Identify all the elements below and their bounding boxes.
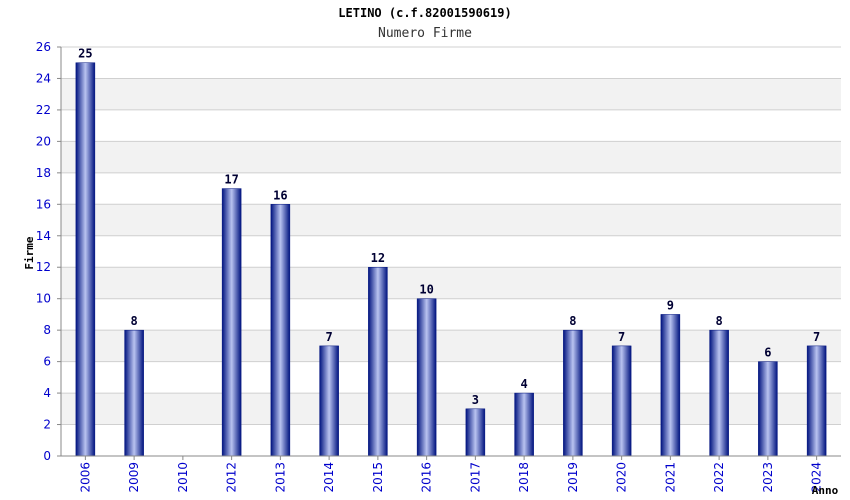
data-label: 8 — [131, 314, 138, 328]
data-label: 7 — [326, 330, 333, 344]
grid-band — [61, 141, 841, 173]
x-tick-label: 2016 — [420, 462, 434, 493]
bars — [75, 62, 827, 457]
x-tick-label: 2006 — [78, 462, 92, 493]
bar — [806, 345, 827, 457]
bar — [709, 329, 729, 457]
x-tick-label: 2009 — [127, 462, 141, 493]
data-label: 10 — [419, 283, 433, 297]
y-tick-label: 20 — [36, 134, 51, 148]
x-axis-ticks: 2006 2009 2010 2012 2013 2014 2015 2016 2017 2018… — [78, 456, 824, 493]
x-tick-label: 2017 — [468, 462, 482, 493]
y-tick-label: 22 — [36, 103, 51, 117]
data-label: 7 — [813, 330, 820, 344]
x-tick-label: 2015 — [371, 462, 385, 493]
y-tick-label: 24 — [36, 71, 51, 85]
bar — [611, 345, 632, 457]
bar — [221, 188, 242, 457]
bar — [563, 329, 583, 457]
x-tick-label: 2012 — [225, 462, 239, 493]
grid-band — [61, 267, 841, 299]
grid-band — [61, 109, 841, 142]
x-tick-label: 2023 — [761, 462, 775, 493]
grid-band — [61, 78, 841, 110]
bar — [75, 62, 96, 457]
data-label: 4 — [521, 377, 528, 391]
grid-band — [61, 47, 841, 79]
y-tick-label: 12 — [36, 260, 51, 274]
y-tick-label: 0 — [43, 449, 51, 463]
bar — [758, 361, 778, 457]
grid-bands — [61, 47, 841, 456]
y-tick-label: 8 — [43, 323, 51, 337]
x-tick-label: 2020 — [615, 462, 629, 493]
x-tick-label: 2019 — [566, 462, 580, 493]
y-tick-label: 26 — [36, 40, 51, 54]
y-tick-label: 10 — [36, 292, 51, 306]
y-tick-label: 16 — [36, 197, 51, 211]
data-labels: 25 8 17 16 7 12 10 3 4 8 7 9 8 6 7 — [78, 47, 820, 407]
data-label: 9 — [667, 298, 674, 312]
data-label: 25 — [78, 47, 92, 61]
bar — [319, 345, 339, 457]
y-tick-label: 4 — [43, 386, 51, 400]
x-axis-label: Anno — [812, 484, 839, 497]
data-label: 8 — [569, 314, 576, 328]
grid-band — [61, 172, 841, 205]
bar — [270, 204, 291, 457]
bar — [124, 329, 144, 457]
axes — [60, 47, 841, 457]
data-label: 7 — [618, 330, 625, 344]
y-axis-label: Firme — [23, 236, 36, 269]
x-tick-label: 2010 — [176, 462, 190, 493]
y-tick-label: 6 — [43, 355, 51, 369]
chart-title: LETINO (c.f.82001590619) — [338, 6, 512, 20]
y-tick-label: 18 — [36, 166, 51, 180]
chart-subtitle: Numero Firme — [378, 26, 472, 41]
x-tick-label: 2022 — [712, 462, 726, 493]
y-tick-label: 14 — [36, 229, 51, 243]
data-label: 16 — [273, 188, 287, 202]
bar — [514, 392, 534, 457]
grid-band — [61, 235, 841, 268]
data-label: 3 — [472, 393, 479, 407]
x-tick-label: 2024 — [810, 462, 824, 493]
bar — [416, 298, 437, 457]
bar — [660, 314, 681, 457]
x-tick-label: 2013 — [273, 462, 287, 493]
x-tick-label: 2014 — [322, 462, 336, 493]
grid-band — [61, 298, 841, 331]
grid-band — [61, 204, 841, 236]
y-tick-label: 2 — [43, 418, 51, 432]
x-tick-label: 2018 — [517, 462, 531, 493]
data-label: 12 — [371, 251, 385, 265]
bar — [368, 266, 388, 457]
bar — [465, 408, 486, 457]
data-label: 17 — [224, 173, 238, 187]
x-tick-label: 2021 — [663, 462, 677, 493]
data-label: 6 — [764, 346, 771, 360]
data-label: 8 — [716, 314, 723, 328]
